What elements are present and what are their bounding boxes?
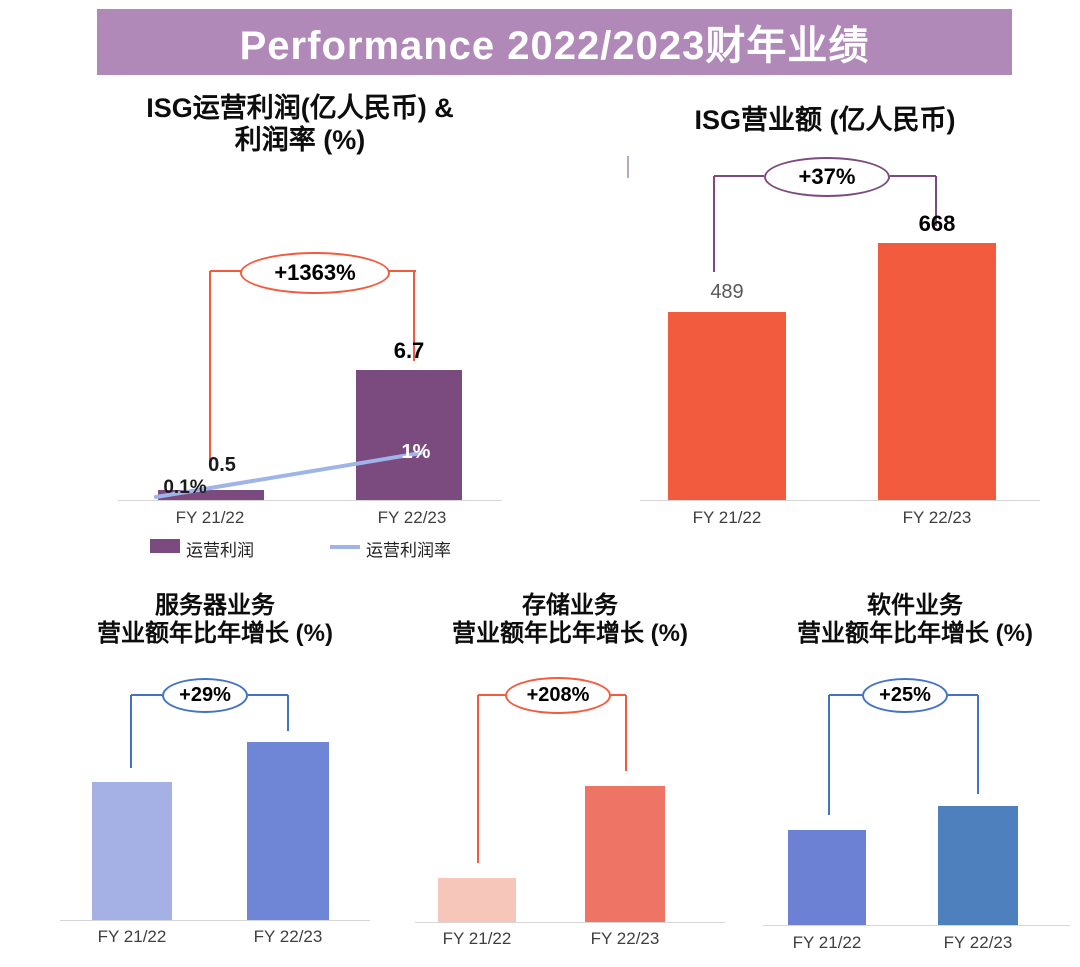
chart1-title-line1: ISG运营利润(亿人民币) & <box>146 93 454 123</box>
chart1-legend-bar-swatch <box>150 539 180 553</box>
chart1-growth-annotation: +1363% <box>240 252 390 294</box>
chart3-title-line2: 营业额年比年增长 (%) <box>97 620 333 647</box>
chart1-legend-line-label: 运营利润率 <box>366 541 451 560</box>
chart3-title-line1: 服务器业务 <box>155 592 275 619</box>
chart3-x-axis <box>60 920 370 921</box>
chart3-xlabel-fy2223: FY 22/23 <box>253 927 323 946</box>
chart4-bracket-right-vertical <box>625 695 627 771</box>
chart2-bracket-right-horizontal <box>890 175 936 177</box>
chart3-bar-fy2223 <box>247 742 329 920</box>
chart1-bracket-right-vertical <box>413 271 415 361</box>
chart2-xlabel-fy2223: FY 22/23 <box>902 508 972 527</box>
chart1-bar-fy2122 <box>158 490 264 500</box>
chart2-bar-fy2223 <box>878 243 996 500</box>
chart1-bracket-left-vertical <box>209 271 211 463</box>
chart5-bracket-right-horizontal <box>948 694 978 696</box>
chart2-bracket-left-vertical <box>713 176 715 272</box>
chart4-title-line1: 存储业务 <box>522 592 618 619</box>
chart3-bracket-left-horizontal <box>131 694 162 696</box>
chart4-bar-fy2122 <box>438 878 516 922</box>
chart3-xlabel-fy2122: FY 21/22 <box>97 927 167 946</box>
chart1-xlabel-fy2223: FY 22/23 <box>377 508 447 527</box>
chart2-bar-fy2122 <box>668 312 786 500</box>
chart1-x-axis <box>118 500 502 501</box>
chart4-x-axis <box>415 922 725 923</box>
chart1-value-label-margin-fy2122: 0.1% <box>163 477 207 498</box>
chart3-bar-fy2122 <box>92 782 172 920</box>
chart3-bracket-right-vertical <box>287 695 289 731</box>
chart5-xlabel-fy2122: FY 21/22 <box>792 933 862 952</box>
chart5-xlabel-fy2223: FY 22/23 <box>943 933 1013 952</box>
chart4-growth-annotation: +208% <box>505 677 611 714</box>
chart1-bracket-right-horizontal <box>388 270 416 272</box>
chart5-title-line1: 软件业务 <box>867 592 963 619</box>
chart1-title-line2: 利润率 (%) <box>234 125 366 155</box>
chart2-bracket-left-horizontal <box>714 175 764 177</box>
chart2-value-label-fy2122: 489 <box>710 281 744 303</box>
chart2-xlabel-fy2122: FY 21/22 <box>692 508 762 527</box>
chart2-bracket-right-vertical <box>935 176 937 226</box>
chart4-bracket-right-horizontal <box>611 694 626 696</box>
chart2-title: ISG营业额 (亿人民币) <box>694 105 956 135</box>
chart1-legend-bar-label: 运营利润 <box>186 541 254 560</box>
chart4-bracket-left-horizontal <box>478 694 505 696</box>
chart2-value-label-fy2223: 668 <box>918 211 956 236</box>
chart3-bracket-right-horizontal <box>248 694 288 696</box>
chart2-growth-annotation: +37% <box>764 157 890 197</box>
chart4-title-line2: 营业额年比年增长 (%) <box>452 620 688 647</box>
chart1-xlabel-fy2122: FY 21/22 <box>175 508 245 527</box>
chart4-bar-fy2223 <box>585 786 665 922</box>
chart1-value-label-profit-fy2223: 6.7 <box>393 338 425 363</box>
page-title: Performance 2022/2023财年业绩 <box>97 9 1012 75</box>
chart3-growth-annotation: +29% <box>162 678 248 713</box>
chart2-axis-tick <box>627 156 629 178</box>
chart3-bracket-left-vertical <box>130 695 132 768</box>
chart5-bar-fy2223 <box>938 806 1018 925</box>
chart1-bracket-left-horizontal <box>210 270 242 272</box>
chart5-bracket-left-horizontal <box>829 694 862 696</box>
chart5-growth-annotation: +25% <box>862 678 948 713</box>
chart1-bar-fy2223 <box>356 370 462 500</box>
chart1-value-label-margin-fy2223: 1% <box>401 441 431 463</box>
chart5-bar-fy2122 <box>788 830 866 925</box>
chart1-legend-line-swatch <box>330 545 360 549</box>
chart1-margin-line <box>154 451 423 499</box>
chart5-x-axis <box>763 925 1070 926</box>
chart4-xlabel-fy2223: FY 22/23 <box>590 929 660 948</box>
chart1-value-label-profit-fy2122: 0.5 <box>208 454 236 476</box>
chart4-xlabel-fy2122: FY 21/22 <box>442 929 512 948</box>
chart5-bracket-right-vertical <box>977 695 979 794</box>
chart2-x-axis <box>640 500 1040 501</box>
chart4-bracket-left-vertical <box>477 695 479 863</box>
chart5-bracket-left-vertical <box>828 695 830 815</box>
chart5-title-line2: 营业额年比年增长 (%) <box>797 620 1033 647</box>
